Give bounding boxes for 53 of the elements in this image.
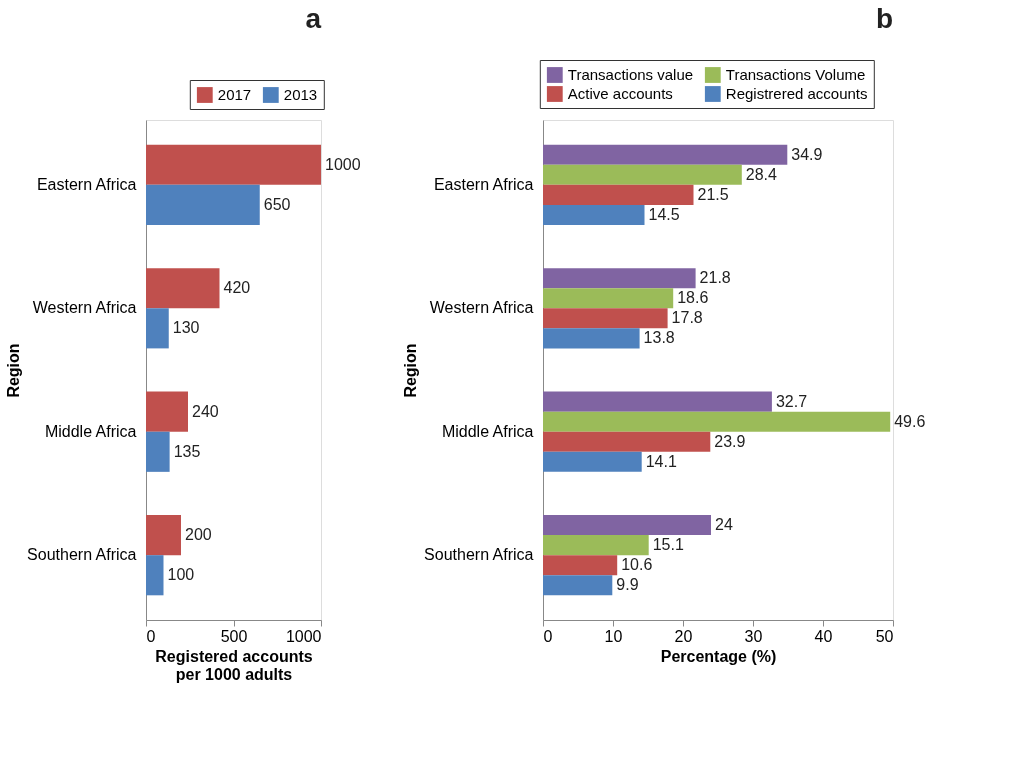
data-label: 24 bbox=[715, 516, 733, 534]
x-tick-label: 50 bbox=[875, 627, 894, 645]
x-tick-label: 40 bbox=[814, 627, 833, 645]
x-tick-label: 30 bbox=[744, 627, 763, 645]
data-label: 10.6 bbox=[621, 556, 653, 574]
data-label: 650 bbox=[263, 195, 291, 213]
x-tick-label: 0 bbox=[146, 627, 156, 645]
y-tick-label: Western Africa bbox=[429, 299, 534, 317]
y-tick-label: Southern Africa bbox=[27, 546, 137, 564]
y-axis-title: Region bbox=[5, 343, 23, 398]
x-tick-label: 0 bbox=[543, 627, 553, 645]
y-tick-label: Southern Africa bbox=[424, 546, 534, 564]
data-label: 14.5 bbox=[648, 205, 680, 223]
data-label: 15.1 bbox=[652, 536, 684, 554]
data-label: 49.6 bbox=[894, 412, 926, 430]
data-label: 14.1 bbox=[645, 452, 677, 470]
chart-title: a bbox=[305, 3, 322, 34]
y-tick-label: Eastern Africa bbox=[433, 175, 534, 193]
data-label: 34.9 bbox=[791, 145, 823, 163]
legend-label: 2013 bbox=[283, 86, 318, 103]
legend-label: Active accounts bbox=[567, 85, 673, 102]
x-tick-label: 20 bbox=[674, 627, 693, 645]
data-label: 420 bbox=[223, 279, 251, 297]
x-tick-label: 500 bbox=[220, 627, 248, 645]
data-label: 18.6 bbox=[677, 289, 709, 307]
data-label: 32.7 bbox=[775, 392, 808, 410]
y-tick-label: Eastern Africa bbox=[36, 175, 137, 193]
data-label: 135 bbox=[173, 442, 201, 460]
y-tick-label: Middle Africa bbox=[441, 422, 534, 440]
data-label: 9.9 bbox=[616, 576, 639, 594]
y-tick-label: Western Africa bbox=[32, 299, 137, 317]
data-label: 13.8 bbox=[643, 329, 675, 347]
data-label: 240 bbox=[192, 402, 219, 420]
x-tick-label: 1000 bbox=[285, 627, 322, 645]
data-label: 17.8 bbox=[671, 309, 703, 327]
y-tick-label: Middle Africa bbox=[44, 422, 137, 440]
y-axis-title: Region bbox=[402, 343, 420, 398]
data-label: 200 bbox=[185, 526, 212, 544]
x-tick-label: 10 bbox=[604, 627, 623, 645]
legend-label: Transactions value bbox=[567, 66, 694, 83]
chart-title: b bbox=[875, 3, 893, 34]
data-label: 21.8 bbox=[699, 269, 731, 287]
x-axis-title: Registered accounts per 1000 adults bbox=[155, 647, 313, 683]
legend-label: Transactions Volume bbox=[725, 66, 866, 83]
data-label: 1000 bbox=[325, 155, 361, 173]
data-label: 23.9 bbox=[714, 432, 746, 450]
x-axis-title: Percentage (%) bbox=[660, 647, 777, 665]
data-label: 100 bbox=[167, 566, 195, 584]
data-label: 28.4 bbox=[745, 165, 778, 183]
data-label: 21.5 bbox=[697, 185, 729, 203]
legend-label: Registrered accounts bbox=[725, 85, 868, 102]
data-label: 130 bbox=[172, 319, 200, 337]
legend-label: 2017 bbox=[217, 86, 252, 103]
